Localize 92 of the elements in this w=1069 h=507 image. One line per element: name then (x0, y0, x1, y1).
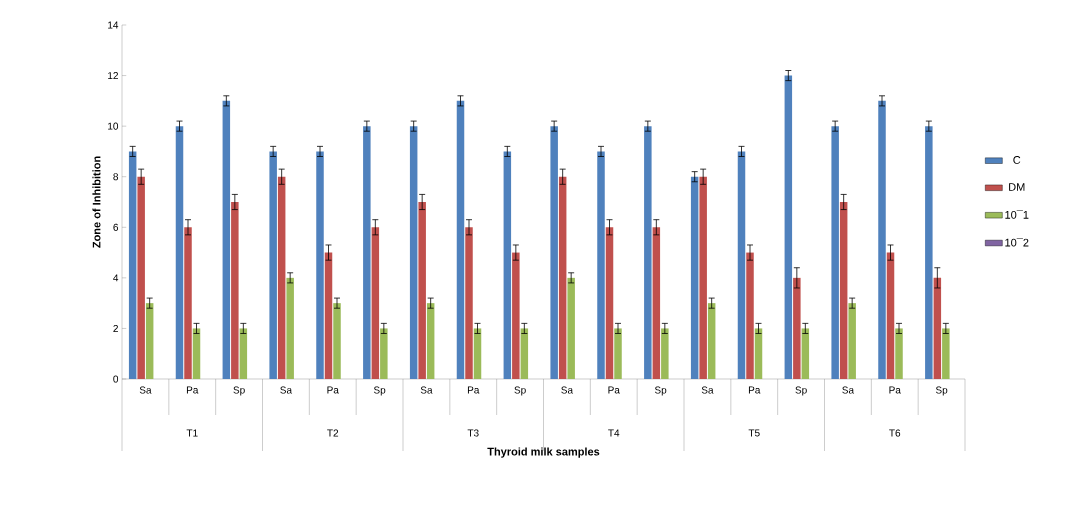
bar (324, 252, 333, 379)
bar (192, 328, 201, 379)
bar (878, 100, 886, 379)
bar (746, 252, 754, 379)
bar (895, 328, 903, 379)
x-tick-label: Pa (467, 386, 480, 394)
bar (831, 126, 839, 379)
y-tick-label: 10 (108, 122, 119, 130)
bar (886, 252, 895, 379)
bar (316, 151, 324, 379)
bar (848, 303, 856, 379)
y-tick-label: 6 (113, 223, 119, 231)
y-tick-label: 2 (113, 324, 118, 332)
bar (558, 176, 567, 379)
bar (933, 277, 942, 379)
bar (456, 100, 465, 379)
x-tick-label: Sa (280, 386, 293, 394)
bar (690, 176, 699, 379)
x-tick-label: Sp (795, 386, 807, 396)
x-axis-title: Thyroid milk samples (487, 447, 600, 458)
x-tick-label: Sa (701, 386, 714, 394)
bar (371, 227, 380, 379)
bar (503, 151, 512, 379)
x-tick-label: Sa (139, 386, 152, 394)
y-tick-label: 0 (113, 375, 119, 383)
x-tick-label: Pa (186, 386, 199, 394)
bar (661, 328, 669, 379)
x-tick-label: Sa (420, 386, 433, 394)
y-tick-label: 8 (113, 173, 119, 181)
bar (380, 328, 388, 379)
bar (286, 277, 294, 379)
bar (465, 227, 473, 379)
bar (597, 151, 605, 379)
bar (128, 151, 137, 379)
bar (520, 328, 529, 379)
x-tick-label: Pa (608, 386, 620, 394)
bar (567, 277, 575, 379)
bar (239, 328, 248, 379)
bar (699, 176, 707, 379)
bar (550, 126, 558, 379)
bar (784, 75, 793, 379)
text: T1 (186, 429, 198, 437)
bar (737, 151, 746, 379)
bar (707, 303, 716, 379)
bar (222, 100, 231, 379)
text: T4 (608, 429, 620, 437)
bar (269, 151, 277, 379)
bar (839, 202, 848, 379)
x-tick-label: Pa (748, 386, 761, 394)
y-tick-label: 12 (108, 72, 118, 80)
bar (793, 277, 801, 379)
y-axis-title: Zone of Inhibition (92, 156, 101, 248)
y-tick-label: 4 (113, 274, 119, 282)
x-tick-label: Sa (842, 386, 855, 394)
text: T2 (327, 429, 339, 437)
text: T3 (467, 429, 479, 437)
bar (801, 328, 810, 379)
x-tick-label: Sp (935, 386, 948, 396)
x-tick-label: Sp (514, 386, 526, 396)
bar (644, 126, 652, 379)
legend-label: 10¯1 (1005, 210, 1029, 219)
bar (409, 126, 418, 379)
x-tick-label: Sa (561, 386, 574, 394)
legend-label: C (1013, 156, 1021, 164)
bar (942, 328, 950, 379)
bar (418, 202, 426, 379)
bar (652, 227, 661, 379)
legend-label: DM (1009, 183, 1025, 191)
x-tick-label: Sp (373, 386, 386, 396)
bar (754, 328, 763, 379)
text: T5 (748, 429, 760, 437)
bar (175, 126, 184, 379)
bar (512, 252, 520, 379)
x-tick-label: Sp (654, 386, 667, 396)
bar (363, 126, 371, 379)
text: T6 (889, 429, 901, 437)
x-tick-label: Sp (233, 386, 245, 396)
bar (145, 303, 154, 379)
bar (614, 328, 622, 379)
x-tick-label: Pa (889, 386, 901, 394)
bar (137, 176, 145, 379)
bar (473, 328, 482, 379)
bar (333, 303, 341, 379)
bar (426, 303, 435, 379)
bar (184, 227, 192, 379)
bar (925, 126, 933, 379)
bar (231, 202, 239, 379)
bar (605, 227, 614, 379)
y-tick-label: 14 (108, 21, 119, 29)
x-tick-label: Pa (327, 386, 339, 394)
bar (277, 176, 286, 379)
legend-label: 10¯2 (1005, 238, 1029, 247)
